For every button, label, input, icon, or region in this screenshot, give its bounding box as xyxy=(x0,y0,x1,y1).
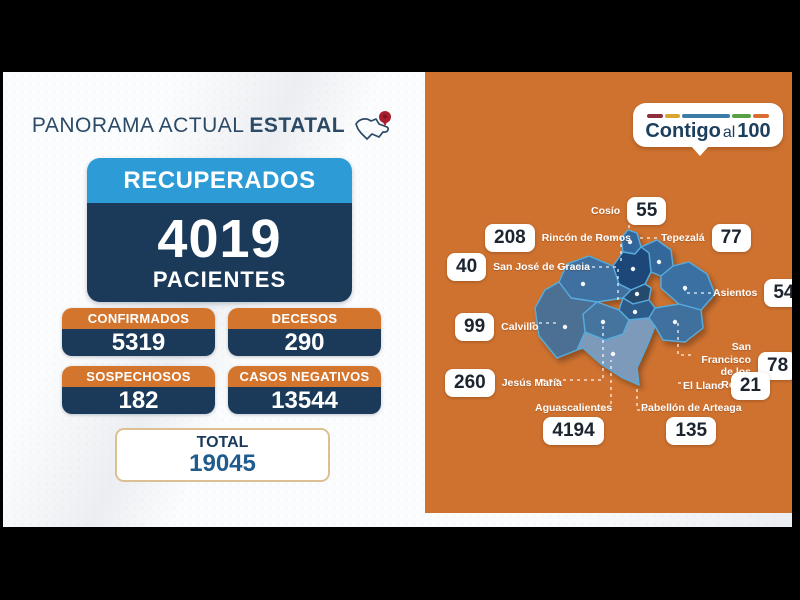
municipality-name: Asientos xyxy=(713,286,758,299)
municipality-calvillo: 99 Calvillo xyxy=(455,313,539,341)
stat-value: 182 xyxy=(62,387,215,414)
recovered-header: RECUPERADOS xyxy=(87,158,352,203)
municipality-name: Rincón de Romos xyxy=(541,231,631,244)
stat-casos-negativos: CASOS NEGATIVOS 13544 xyxy=(228,366,381,414)
stat-value: 13544 xyxy=(228,387,381,414)
logo-word-al: al xyxy=(722,123,736,141)
stat-value: 5319 xyxy=(62,329,215,356)
recovered-unit: PACIENTES xyxy=(152,267,287,293)
stat-label: SOSPECHOSOS xyxy=(62,366,215,387)
stat-label: CONFIRMADOS xyxy=(62,308,215,329)
municipality-name: San José de Gracia xyxy=(493,260,591,273)
stat-sospechosos: SOSPECHOSOS 182 xyxy=(62,366,215,414)
municipality-value-pill: 135 xyxy=(666,417,717,445)
municipality-tepezala: Tepezalá 77 xyxy=(661,224,751,252)
municipality-centroid-dots xyxy=(562,239,688,357)
recovered-card: RECUPERADOS 4019 PACIENTES xyxy=(87,158,352,302)
municipality-value-pill: 77 xyxy=(711,224,751,252)
municipality-el-llano: El Llano 21 xyxy=(683,372,770,400)
stats-grid: CONFIRMADOS 5319 DECESOS 290 SOSPECHOSOS… xyxy=(62,308,381,414)
recovered-value: 4019 xyxy=(157,208,282,269)
municipality-name: Pabellón de Arteaga xyxy=(641,402,742,414)
municipality-name: Calvillo xyxy=(501,320,539,333)
municipality-value-pill: 54 xyxy=(764,279,792,307)
page-title-bold: ESTATAL xyxy=(249,114,346,137)
municipality-pabellon-de-arteaga: Pabellón de Arteaga 135 xyxy=(641,402,742,445)
municipality-value-pill: 55 xyxy=(627,197,667,225)
region-asientos xyxy=(660,261,716,311)
municipality-value-pill: 260 xyxy=(445,369,495,397)
stat-label: CASOS NEGATIVOS xyxy=(228,366,381,387)
municipality-jesus-maria: 260 Jesús María xyxy=(445,369,562,397)
total-label: TOTAL xyxy=(196,433,249,451)
recovered-body: 4019 PACIENTES xyxy=(87,203,352,302)
page-title-row: PANORAMA ACTUAL ESTATAL xyxy=(3,110,425,142)
municipality-aguascalientes: Aguascalientes 4194 xyxy=(535,402,612,445)
municipality-value-pill: 4194 xyxy=(543,417,604,445)
municipality-cosio: Cosío 55 xyxy=(591,197,667,225)
municipality-name: El Llano xyxy=(683,379,724,392)
municipality-san-jose-de-gracia: 40 San José de Gracia xyxy=(447,253,590,281)
page-title-normal: PANORAMA ACTUAL xyxy=(31,114,245,137)
municipality-rincon-de-romos: 208 Rincón de Romos xyxy=(485,224,631,252)
map-panel: Contigo al 100 xyxy=(425,72,792,513)
total-card: TOTAL 19045 xyxy=(115,428,330,482)
municipality-name: Jesús María xyxy=(501,376,562,389)
infographic-slide: PANORAMA ACTUAL ESTATAL RECUPERADOS 4019 … xyxy=(3,72,792,527)
municipality-name: Cosío xyxy=(591,204,621,217)
municipality-name: Aguascalientes xyxy=(535,402,613,414)
mexico-map-pin-icon xyxy=(355,111,392,140)
municipality-asientos: Asientos 54 xyxy=(713,279,792,307)
page-title: PANORAMA ACTUAL ESTATAL xyxy=(32,114,345,138)
stat-decesos: DECESOS 290 xyxy=(228,308,381,356)
total-value: 19045 xyxy=(189,450,256,478)
municipality-value-pill: 99 xyxy=(455,313,495,341)
logo-color-stripe-icon xyxy=(647,113,769,118)
municipality-value-pill: 21 xyxy=(730,372,770,400)
logo-number-100: 100 xyxy=(737,119,771,142)
contigo-al-100-logo: Contigo al 100 xyxy=(633,103,783,156)
stat-label: DECESOS xyxy=(228,308,381,329)
stat-confirmados: CONFIRMADOS 5319 xyxy=(62,308,215,356)
municipality-name: Tepezalá xyxy=(661,231,705,244)
logo-text: Contigo al 100 xyxy=(645,121,770,141)
municipality-value-pill: 40 xyxy=(447,253,487,281)
logo-word-contigo: Contigo xyxy=(645,119,721,142)
municipality-value-pill: 208 xyxy=(485,224,535,252)
stat-value: 290 xyxy=(228,329,381,356)
